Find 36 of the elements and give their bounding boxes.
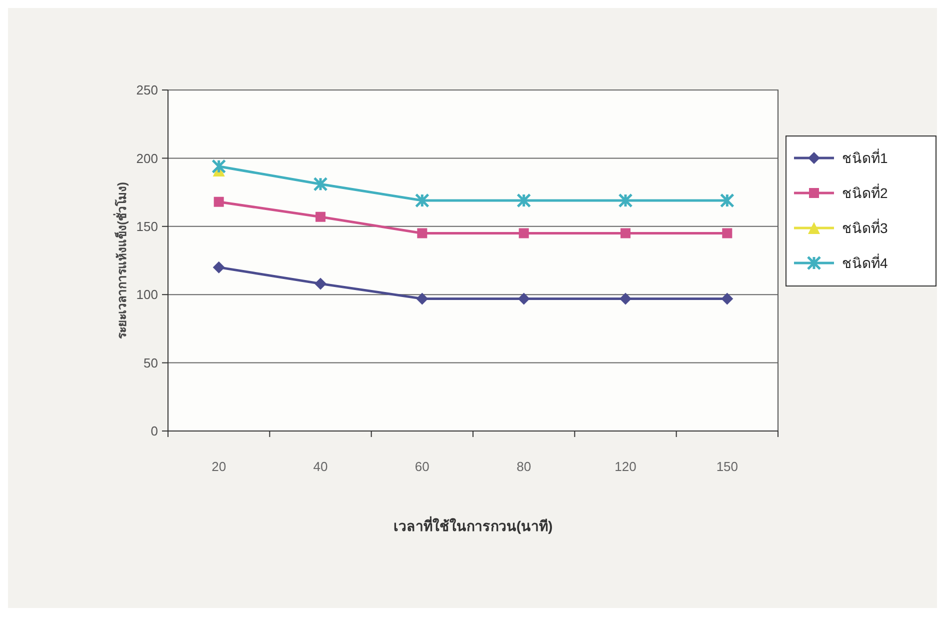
point — [721, 292, 734, 305]
y-tick-label: 100 — [136, 287, 158, 302]
y-tick-label: 200 — [136, 150, 158, 166]
y-tick-label: 0 — [150, 424, 158, 439]
x-tick-label: 40 — [313, 459, 328, 474]
y-tick-label: 150 — [136, 218, 158, 234]
point — [618, 193, 633, 208]
point — [518, 228, 529, 238]
point — [722, 228, 732, 238]
legend-label: ชนิดที่2 — [842, 184, 888, 201]
point — [316, 212, 326, 222]
x-tick-label: 150 — [716, 459, 738, 474]
x-axis-title: เวลาที่ใช้ในการกวน(นาที) — [393, 516, 553, 534]
y-tick-label: 250 — [136, 82, 158, 98]
y-tick-label: 50 — [144, 355, 158, 370]
point — [518, 292, 530, 305]
legend-label: ชนิดที่1 — [842, 148, 888, 166]
point — [212, 261, 225, 274]
point — [214, 196, 224, 207]
legend-label: ชนิดที่3 — [842, 218, 888, 236]
x-tick-label: 20 — [212, 459, 226, 474]
point — [417, 228, 428, 238]
x-tick-label: 80 — [516, 459, 532, 474]
x-tick-label: 120 — [614, 459, 636, 474]
point — [416, 292, 428, 305]
point — [720, 193, 734, 208]
point — [414, 193, 430, 208]
point — [620, 228, 630, 238]
point — [516, 193, 532, 208]
legend-label: ชนิดที่4 — [842, 254, 888, 271]
y-axis-title: ระยะเวลาการแห้งแข็ง(ชั่วโมง) — [113, 182, 129, 339]
point — [314, 278, 326, 290]
point — [313, 176, 328, 192]
x-tick-label: 60 — [414, 459, 430, 474]
point — [620, 292, 632, 305]
point — [212, 159, 226, 174]
